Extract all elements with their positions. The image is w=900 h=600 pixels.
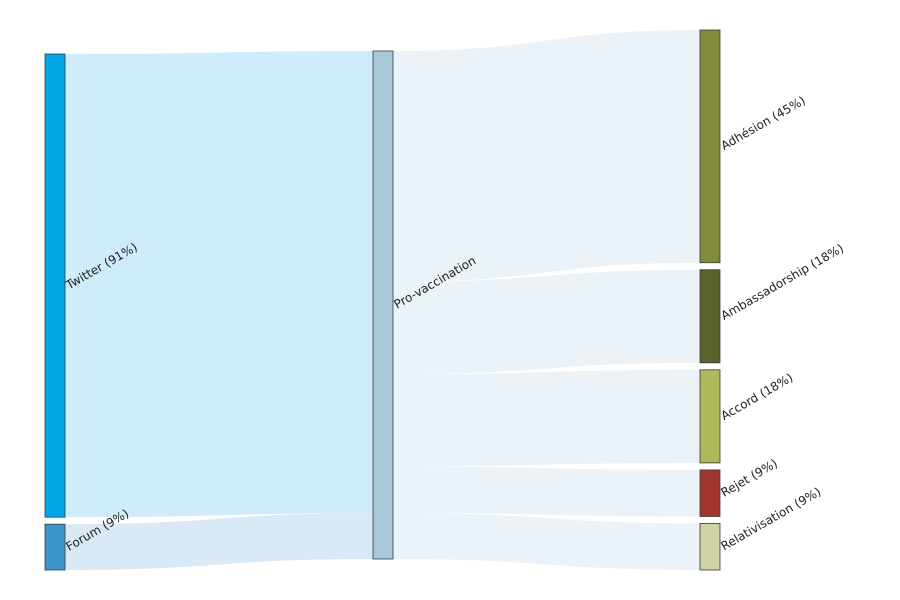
label-rejet: Rejet (9%) (719, 456, 780, 500)
node-ambassadorship (699, 269, 721, 364)
node-rejet (699, 469, 721, 517)
label-accord: Accord (18%) (719, 370, 796, 422)
node-adhesion (699, 29, 721, 264)
label-relativisation: Relativisation (9%) (719, 485, 824, 554)
node-forum (44, 523, 66, 571)
link-pro-to-ambassadorship (393, 269, 700, 375)
links-layer (65, 30, 700, 570)
node-pro (372, 50, 394, 560)
nodes-layer (44, 29, 721, 571)
link-pro-to-rejet (393, 466, 700, 517)
link-pro-to-accord (393, 369, 700, 467)
link-pro-to-adhesion (393, 30, 700, 282)
link-pro-to-relativisation (393, 512, 700, 570)
link-forum-to-pro (65, 513, 373, 570)
label-ambassadorship: Ambassadorship (18%) (719, 241, 847, 323)
link-twitter-to-pro (65, 51, 373, 518)
node-relativisation (699, 523, 721, 571)
node-accord (699, 369, 721, 464)
label-adhesion: Adhésion (45%) (719, 93, 808, 153)
node-twitter (44, 53, 66, 518)
